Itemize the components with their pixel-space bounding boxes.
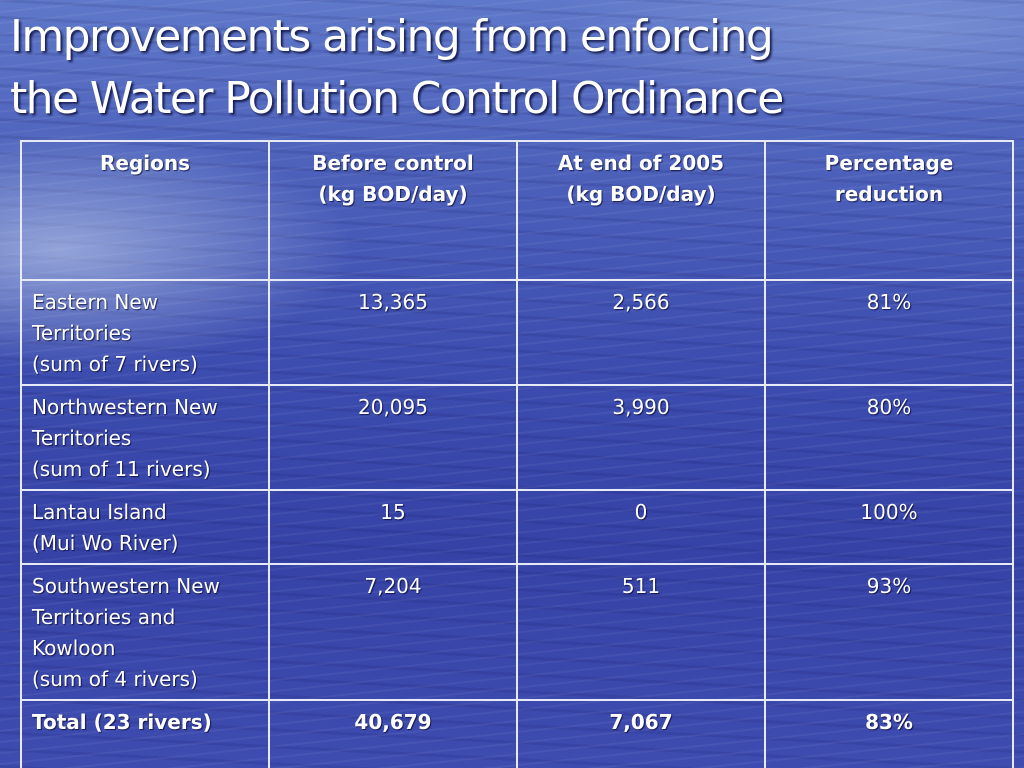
header-percentage-reduction: Percentage reduction — [764, 140, 1014, 281]
table-row: Northwestern New Territories (sum of 11 … — [20, 384, 1014, 491]
header-regions: Regions — [20, 140, 270, 281]
total-row: Total (23 rivers) 40,679 7,067 83% — [20, 699, 1014, 768]
table-row: Lantau Island (Mui Wo River) 15 0 100% — [20, 489, 1014, 565]
region-line: (sum of 4 rivers) — [32, 667, 198, 691]
region-line: (sum of 11 rivers) — [32, 457, 211, 481]
after-value: 511 — [516, 563, 766, 701]
total-after-value: 7,067 — [516, 699, 766, 768]
region-line: Territories — [32, 321, 132, 345]
region-cell: Lantau Island (Mui Wo River) — [20, 489, 270, 565]
table-header-row: Regions Before control (kg BOD/day) At e… — [20, 140, 1014, 281]
before-value: 15 — [268, 489, 518, 565]
before-value: 7,204 — [268, 563, 518, 701]
region-line: Eastern New — [32, 290, 158, 314]
header-before-control: Before control (kg BOD/day) — [268, 140, 518, 281]
region-line: (sum of 7 rivers) — [32, 352, 198, 376]
after-value: 2,566 — [516, 279, 766, 386]
region-line: (Mui Wo River) — [32, 531, 179, 555]
region-line: Kowloon — [32, 636, 116, 660]
after-value: 0 — [516, 489, 766, 565]
slide-title-line-2: the Water Pollution Control Ordinance — [10, 73, 784, 124]
slide-title-line-1: Improvements arising from enforcing — [10, 11, 774, 62]
before-value: 13,365 — [268, 279, 518, 386]
table-row: Eastern New Territories (sum of 7 rivers… — [20, 279, 1014, 386]
header-after-line-2: (kg BOD/day) — [566, 182, 716, 206]
reduction-value: 93% — [764, 563, 1014, 701]
before-value: 20,095 — [268, 384, 518, 491]
region-line: Northwestern New — [32, 395, 218, 419]
region-cell: Eastern New Territories (sum of 7 rivers… — [20, 279, 270, 386]
header-before-line-1: Before control — [312, 151, 474, 175]
total-reduction-value: 83% — [764, 699, 1014, 768]
region-line: Territories and — [32, 605, 176, 629]
header-end-2005: At end of 2005 (kg BOD/day) — [516, 140, 766, 281]
total-before-value: 40,679 — [268, 699, 518, 768]
region-line: Territories — [32, 426, 132, 450]
total-label: Total (23 rivers) — [20, 699, 270, 768]
region-cell: Northwestern New Territories (sum of 11 … — [20, 384, 270, 491]
header-before-line-2: (kg BOD/day) — [318, 182, 468, 206]
slide-title: Improvements arising from enforcing the … — [10, 6, 1010, 130]
table-row: Southwestern New Territories and Kowloon… — [20, 563, 1014, 701]
header-after-line-1: At end of 2005 — [557, 151, 725, 175]
after-value: 3,990 — [516, 384, 766, 491]
header-regions-line-1: Regions — [99, 151, 191, 175]
region-line: Lantau Island — [32, 500, 167, 524]
reduction-value: 81% — [764, 279, 1014, 386]
reduction-value: 80% — [764, 384, 1014, 491]
header-reduction-line-1: Percentage — [824, 151, 954, 175]
region-line: Southwestern New — [32, 574, 220, 598]
reduction-value: 100% — [764, 489, 1014, 565]
region-cell: Southwestern New Territories and Kowloon… — [20, 563, 270, 701]
header-reduction-line-2: reduction — [834, 182, 944, 206]
pollution-reduction-table: Regions Before control (kg BOD/day) At e… — [20, 140, 1014, 768]
